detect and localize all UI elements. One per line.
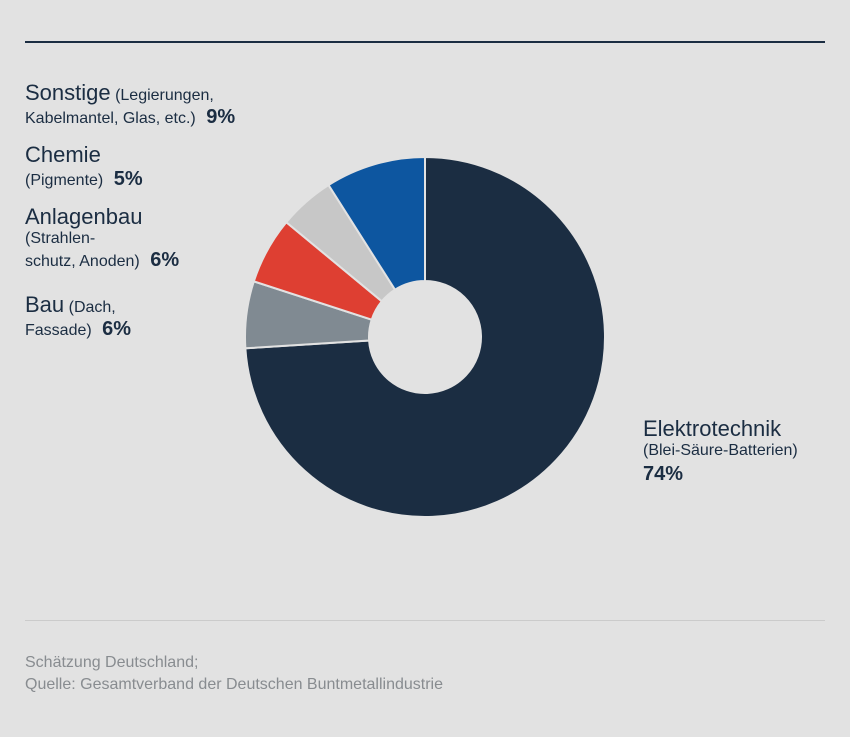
label-chemie: Chemie (Pigmente) 5% [25,142,143,192]
label-bau-name: Bau [25,292,65,317]
label-sonstige-detail2: Kabelmantel, Glas, etc.) [25,109,196,127]
label-chemie-detail: (Pigmente) [25,171,104,189]
footnote: Schätzung Deutschland; Quelle: Gesamtver… [25,652,443,695]
slice-elektrotechnik [244,155,606,518]
bottom-rule [25,620,825,621]
label-sonstige-detail: (Legierungen, [115,87,214,104]
footnote-source: Quelle: Gesamtverband der Deutschen Bunt… [25,675,443,693]
label-sonstige-pct: 9% [206,105,236,128]
top-rule [25,41,825,43]
label-elektrotechnik: Elektrotechnik (Blei-Säure-Batterien) 74… [643,416,798,486]
label-chemie-name: Chemie [25,142,101,167]
label-bau-detail2: Fassade) [25,321,92,339]
label-bau: Bau (Dach, Fassade) 6% [25,292,131,342]
label-sonstige-name: Sonstige [25,80,111,105]
label-anlagenbau-detail: (Strahlen- [25,229,96,247]
label-anlagenbau-pct: 6% [150,248,180,271]
label-elektrotechnik-name: Elektrotechnik [643,416,782,441]
label-anlagenbau: Anlagenbau (Strahlen- schutz, Anoden) 6% [25,204,179,272]
slice-sonstige [327,155,426,292]
label-anlagenbau-name: Anlagenbau [25,204,143,229]
label-anlagenbau-detail2: schutz, Anoden) [25,252,140,270]
label-bau-detail: (Dach, [68,299,116,316]
label-bau-pct: 6% [102,317,132,340]
label-chemie-pct: 5% [113,167,143,190]
label-elektrotechnik-pct: 74% [643,462,684,485]
footnote-line1: Schätzung Deutschland; [25,654,199,671]
label-sonstige: Sonstige (Legierungen, Kabelmantel, Glas… [25,80,235,130]
label-elektrotechnik-detail: (Blei-Säure-Batterien) [643,441,798,459]
